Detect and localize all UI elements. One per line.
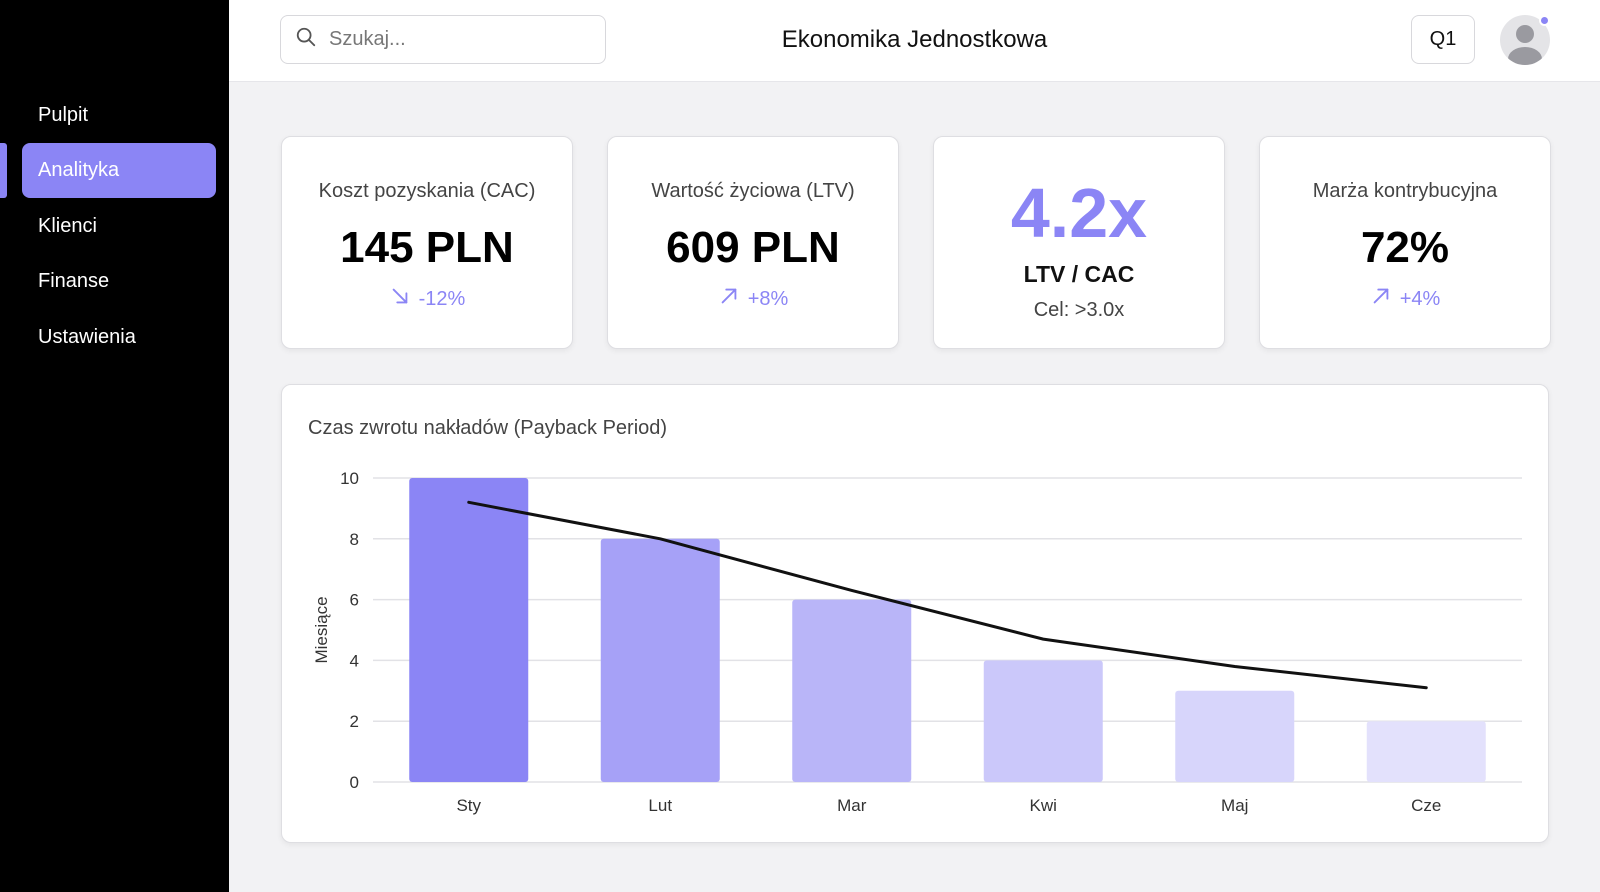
bar-kwi [983,660,1103,782]
ratio-target: Cel: >3.0x [1033,299,1125,321]
sidebar-item-label: Finanse [38,270,110,292]
x-tick-label: Mar [837,796,867,815]
kpi-delta: +4% [1260,285,1550,313]
kpi-delta: +8% [608,285,898,313]
y-tick-label: 8 [350,530,359,549]
bar-mar [792,599,912,782]
bar-maj [1175,690,1295,782]
x-tick-label: Lut [648,796,672,815]
kpi-delta-text: -12% [418,287,466,310]
y-tick-label: 4 [350,651,359,670]
period-button[interactable]: Q1 [1411,15,1475,64]
ratio-value: 4.2x [1010,174,1148,252]
search-input[interactable] [329,28,589,51]
x-tick-label: Kwi [1030,796,1057,815]
sidebar-item-klienci[interactable]: Klienci [22,199,216,254]
bar-lut [600,538,720,782]
kpi-value: 72% [1360,223,1450,272]
kpi-delta: -12% [282,285,572,313]
kpi-label: Marża kontrybucyjna [1312,180,1498,202]
kpi-delta-text: +4% [1399,287,1441,310]
top-bar: Ekonomika Jednostkowa Q1 [229,0,1600,82]
kpi-card-margin: Marża kontrybucyjna 72% +4% [1259,136,1551,349]
kpi-card-cac: Koszt pozyskania (CAC) 145 PLN -12% [281,136,573,349]
sidebar: Pulpit Analityka Klienci Finanse Ustawie… [0,0,229,892]
kpi-card-ratio: 4.2x LTV / CAC Cel: >3.0x [933,136,1225,349]
sidebar-item-analityka[interactable]: Analityka [22,143,216,198]
payback-chart-card: Czas zwrotu nakładów (Payback Period) 0 2… [281,384,1549,843]
sidebar-item-label: Analityka [38,159,120,181]
kpi-label: Koszt pozyskania (CAC) [318,180,536,202]
sidebar-item-label: Klienci [38,215,97,237]
y-tick-label: 6 [350,591,359,610]
arrow-up-right-icon [1370,285,1392,313]
search-box[interactable] [280,15,606,64]
x-tick-label: Maj [1221,796,1248,815]
y-tick-label: 10 [340,469,359,488]
sidebar-item-pulpit[interactable]: Pulpit [22,88,216,143]
x-tick-label: Cze [1411,796,1441,815]
y-tick-label: 2 [350,712,359,731]
payback-chart: 0 2 4 6 8 10 Miesiące Sty Lut Mar Kwi Maj Cze [312,469,1522,815]
user-icon [1508,25,1542,65]
chart-title: Czas zwrotu nakładów (Payback Period) [308,417,668,439]
search-icon [295,26,317,53]
kpi-value: 609 PLN [666,223,840,272]
kpi-value: 145 PLN [340,223,514,272]
sidebar-item-ustawienia[interactable]: Ustawienia [22,310,216,365]
kpi-delta-text: +8% [747,287,789,310]
y-axis-label: Miesiące [312,596,331,663]
kpi-card-ltv: Wartość życiowa (LTV) 609 PLN +8% [607,136,899,349]
sidebar-item-finanse[interactable]: Finanse [22,254,216,309]
sidebar-item-label: Ustawienia [38,326,136,348]
y-tick-label: 0 [350,773,359,792]
trend-line [467,500,1428,690]
kpi-label: Wartość życiowa (LTV) [651,180,855,202]
arrow-down-right-icon [389,285,411,313]
arrow-up-right-icon [718,285,740,313]
bar-sty [409,478,529,782]
ratio-label: LTV / CAC [1023,261,1135,287]
sidebar-item-label: Pulpit [38,104,89,126]
bar-cze [1366,721,1486,782]
notification-dot [1539,15,1550,26]
active-indicator [0,143,7,198]
x-tick-label: Sty [456,796,481,815]
